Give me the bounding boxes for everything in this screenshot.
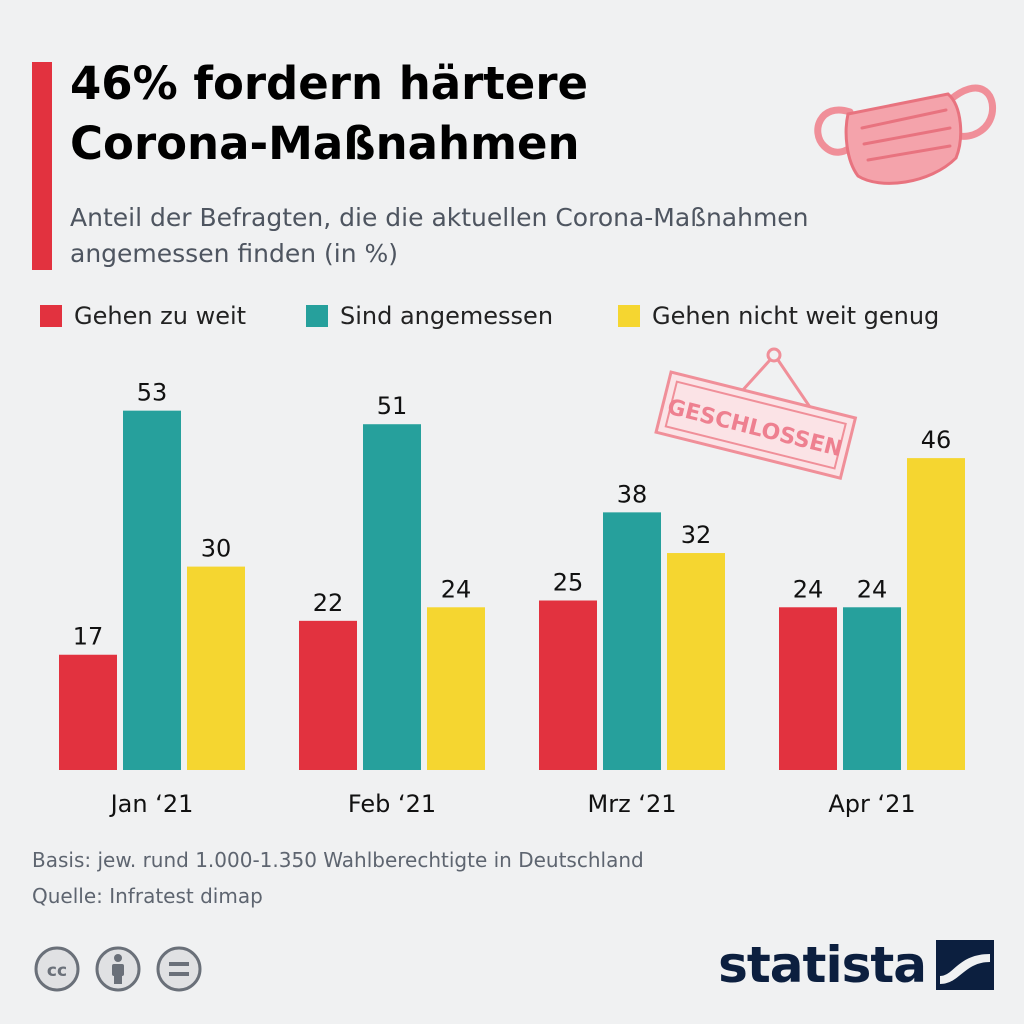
bar-value-label: 46 bbox=[921, 426, 952, 454]
bar-value-label: 51 bbox=[377, 392, 408, 420]
bar-appropriate bbox=[603, 512, 661, 770]
legend-swatch-yellow bbox=[618, 305, 640, 327]
closed-sign-icon: GESCHLOSSEN bbox=[654, 347, 858, 480]
legend-swatch-teal bbox=[306, 305, 328, 327]
bar-not-far-enough bbox=[667, 553, 725, 770]
value-labels-group: 17 53 30 22 51 24 25 38 32 24 24 46 bbox=[73, 379, 952, 651]
footnote-basis: Basis: jew. rund 1.000-1.350 Wahlberecht… bbox=[32, 848, 644, 872]
license-icons: cc bbox=[34, 946, 202, 992]
legend-item-appropriate: Sind angemessen bbox=[306, 296, 553, 336]
chart-subtitle: Anteil der Befragten, die die aktuellen … bbox=[70, 203, 809, 268]
footnote-source: Quelle: Infratest dimap bbox=[32, 884, 263, 908]
bar-value-label: 24 bbox=[441, 575, 472, 603]
bar-value-label: 17 bbox=[73, 623, 104, 651]
svg-text:cc: cc bbox=[47, 961, 67, 981]
chart-title: 46% fordern härtere Corona-Maßnahmen bbox=[70, 57, 589, 170]
no-derivatives-icon bbox=[156, 946, 202, 992]
bar-appropriate bbox=[123, 410, 181, 770]
bar-too-far bbox=[59, 654, 117, 770]
bar-chart: 17 53 30 22 51 24 25 38 32 24 24 46 Jan ‘21 Feb ‘21 M… bbox=[59, 379, 965, 818]
attribution-icon bbox=[95, 946, 141, 992]
bar-value-label: 30 bbox=[201, 535, 232, 563]
legend-label: Sind angemessen bbox=[340, 302, 554, 330]
bar-too-far bbox=[779, 607, 837, 770]
bar-not-far-enough bbox=[907, 458, 965, 770]
bar-value-label: 22 bbox=[313, 589, 344, 617]
bar-value-label: 25 bbox=[553, 569, 584, 597]
x-tick-label: Apr ‘21 bbox=[828, 790, 915, 818]
bar-not-far-enough bbox=[187, 566, 245, 770]
legend-label: Gehen nicht weit genug bbox=[652, 302, 940, 330]
statista-brand: statista bbox=[718, 930, 994, 1000]
legend-swatch-red bbox=[40, 305, 62, 327]
x-tick-label: Jan ‘21 bbox=[109, 790, 194, 818]
legend-label: Gehen zu weit bbox=[74, 302, 247, 330]
bar-value-label: 32 bbox=[681, 521, 712, 549]
bars-group bbox=[59, 410, 965, 770]
legend-item-too-far: Gehen zu weit bbox=[40, 296, 246, 336]
bar-value-label: 24 bbox=[793, 575, 824, 603]
cc-icon: cc bbox=[34, 946, 80, 992]
legend-item-not-far-enough: Gehen nicht weit genug bbox=[618, 296, 939, 336]
x-axis-tick-labels: Jan ‘21 Feb ‘21 Mrz ‘21 Apr ‘21 bbox=[109, 790, 916, 818]
bar-not-far-enough bbox=[427, 607, 485, 770]
bar-appropriate bbox=[843, 607, 901, 770]
bar-appropriate bbox=[363, 424, 421, 770]
x-tick-label: Mrz ‘21 bbox=[588, 790, 677, 818]
bar-value-label: 38 bbox=[617, 480, 648, 508]
chart-legend: Gehen zu weit Sind angemessen Gehen nich… bbox=[40, 296, 1000, 336]
title-accent-bar bbox=[32, 62, 52, 270]
brand-name: statista bbox=[718, 936, 927, 994]
bar-value-label: 24 bbox=[857, 575, 888, 603]
x-tick-label: Feb ‘21 bbox=[348, 790, 436, 818]
bar-value-label: 53 bbox=[137, 379, 168, 407]
bar-too-far bbox=[299, 620, 357, 770]
statista-logo-icon bbox=[936, 940, 994, 990]
face-mask-icon bbox=[814, 84, 997, 185]
bar-too-far bbox=[539, 600, 597, 770]
